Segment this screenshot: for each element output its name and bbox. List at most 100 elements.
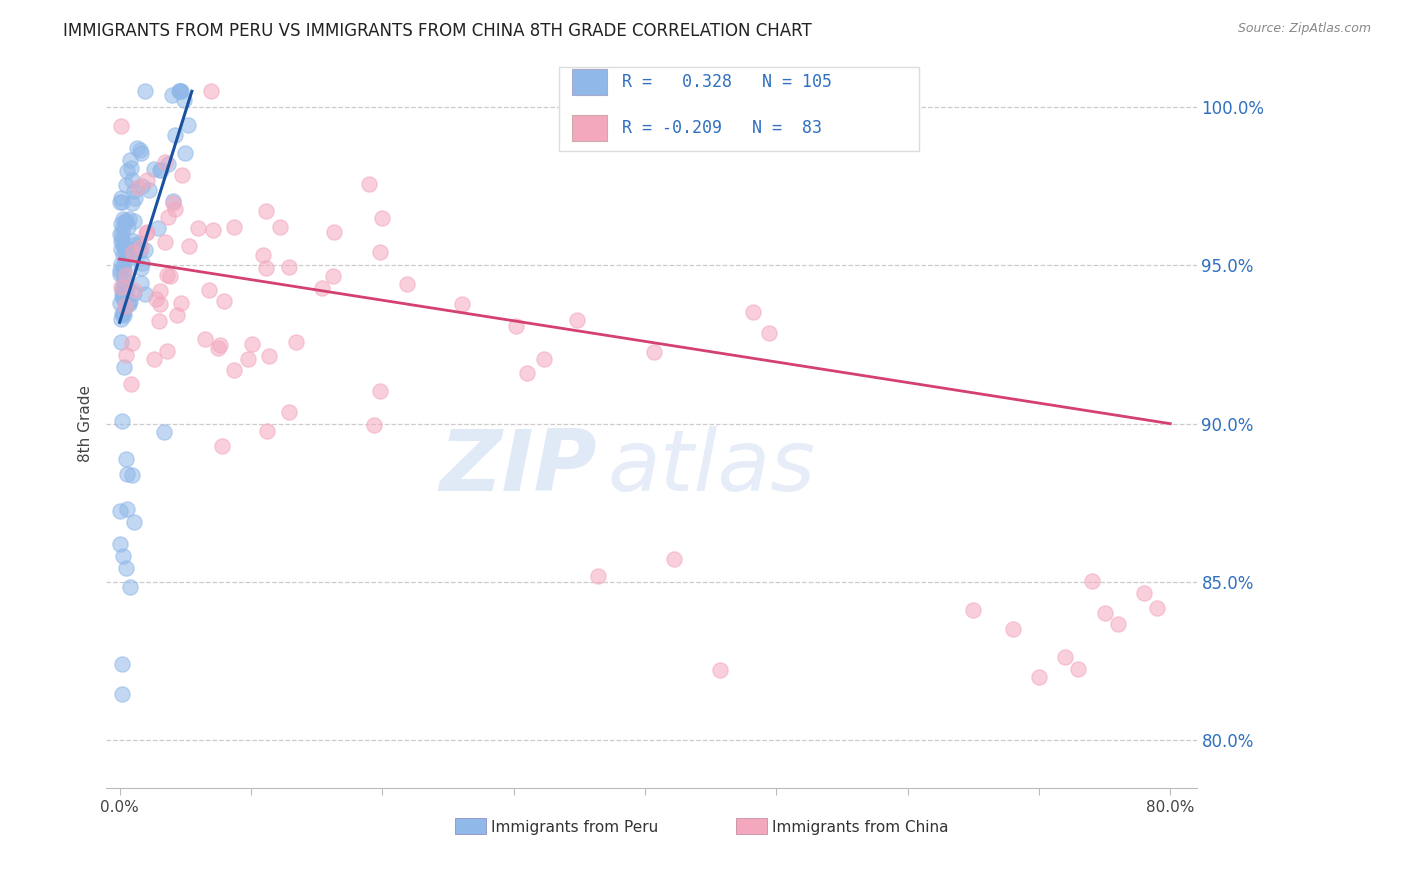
Point <box>395 277 418 291</box>
Point <box>256 424 278 438</box>
Point <box>118 297 141 311</box>
Point <box>112 308 135 322</box>
Point <box>1067 662 1090 676</box>
Point <box>111 232 134 246</box>
Point <box>131 240 153 254</box>
Point <box>179 239 201 253</box>
Point <box>322 268 344 283</box>
Point <box>174 146 197 161</box>
Point <box>121 335 143 350</box>
Point <box>110 267 132 281</box>
Point <box>122 283 145 297</box>
Point <box>157 157 180 171</box>
Point <box>152 425 174 440</box>
Point <box>159 268 181 283</box>
Point <box>162 196 184 211</box>
Point <box>120 377 142 392</box>
Point <box>121 196 143 211</box>
Point <box>111 283 134 297</box>
Point <box>120 250 142 264</box>
Text: R =   0.328   N = 105: R = 0.328 N = 105 <box>621 73 832 91</box>
Point <box>110 334 132 349</box>
Point <box>254 203 277 218</box>
Point <box>122 238 145 252</box>
Point <box>117 220 139 235</box>
Point <box>450 297 472 311</box>
Point <box>1133 586 1156 600</box>
Point <box>115 242 138 256</box>
Point <box>170 296 193 310</box>
Point <box>371 211 394 225</box>
Point <box>111 291 134 305</box>
Point <box>149 163 172 178</box>
Point <box>169 84 191 98</box>
Point <box>114 253 136 268</box>
Point <box>115 281 138 295</box>
Point <box>149 162 172 177</box>
Point <box>110 312 132 326</box>
Point <box>662 552 685 566</box>
Point <box>112 220 135 235</box>
Point <box>115 163 138 178</box>
Point <box>114 299 136 313</box>
Point <box>194 332 217 346</box>
Point <box>110 227 132 242</box>
Point <box>1028 670 1050 684</box>
Text: R = -0.209   N =  83: R = -0.209 N = 83 <box>621 119 823 137</box>
Point <box>121 467 143 482</box>
Text: Source: ZipAtlas.com: Source: ZipAtlas.com <box>1237 22 1371 36</box>
Point <box>110 503 132 517</box>
Point <box>122 286 145 301</box>
Point <box>129 261 152 276</box>
Point <box>322 225 344 239</box>
Point <box>117 295 139 310</box>
Point <box>110 235 132 249</box>
FancyBboxPatch shape <box>558 67 918 151</box>
Point <box>112 306 135 320</box>
Point <box>122 245 145 260</box>
Point <box>172 168 194 182</box>
Point <box>211 439 233 453</box>
Point <box>742 305 765 319</box>
Point <box>128 143 150 157</box>
Point <box>198 283 221 297</box>
Point <box>170 84 193 98</box>
Point <box>643 345 665 359</box>
Y-axis label: 8th Grade: 8th Grade <box>79 385 93 462</box>
Point <box>111 259 134 273</box>
Point <box>111 549 134 563</box>
Point <box>166 308 188 322</box>
Point <box>115 268 138 282</box>
Point <box>115 284 138 298</box>
Point <box>1080 574 1102 588</box>
Point <box>758 326 780 340</box>
Point <box>120 153 142 167</box>
Point <box>112 278 135 293</box>
Text: IMMIGRANTS FROM PERU VS IMMIGRANTS FROM CHINA 8TH GRADE CORRELATION CHART: IMMIGRANTS FROM PERU VS IMMIGRANTS FROM … <box>63 22 813 40</box>
Point <box>207 341 229 355</box>
Point <box>114 214 136 228</box>
Point <box>110 217 132 231</box>
Point <box>145 292 167 306</box>
Point <box>112 247 135 261</box>
Point <box>169 84 191 98</box>
Point <box>110 191 132 205</box>
Point <box>142 352 165 367</box>
Point <box>114 178 136 192</box>
Point <box>962 603 984 617</box>
Point <box>127 179 149 194</box>
Point <box>142 162 165 177</box>
Point <box>1146 601 1168 615</box>
Point <box>121 235 143 249</box>
Point <box>252 248 274 262</box>
Point <box>128 235 150 250</box>
Bar <box>572 70 607 95</box>
Point <box>111 195 134 210</box>
Point <box>115 214 138 228</box>
Text: atlas: atlas <box>607 425 815 508</box>
Point <box>112 273 135 287</box>
Point <box>124 191 146 205</box>
Point <box>110 119 132 133</box>
Point <box>368 244 391 259</box>
Point <box>124 214 146 228</box>
